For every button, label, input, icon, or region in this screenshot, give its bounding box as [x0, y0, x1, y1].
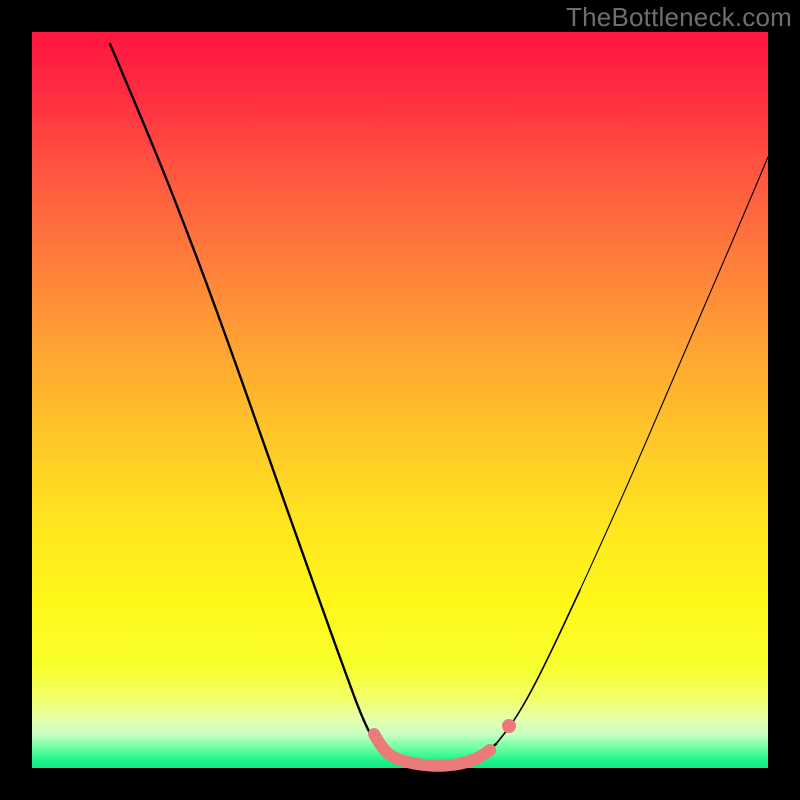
valley-marker-isolated — [502, 719, 516, 733]
bottleneck-curve — [0, 0, 800, 800]
valley-marker-cluster — [374, 734, 490, 766]
chart-container: TheBottleneck.com — [0, 0, 800, 800]
curve-left-branch — [110, 44, 378, 746]
curve-right-branch-upper — [580, 157, 768, 590]
